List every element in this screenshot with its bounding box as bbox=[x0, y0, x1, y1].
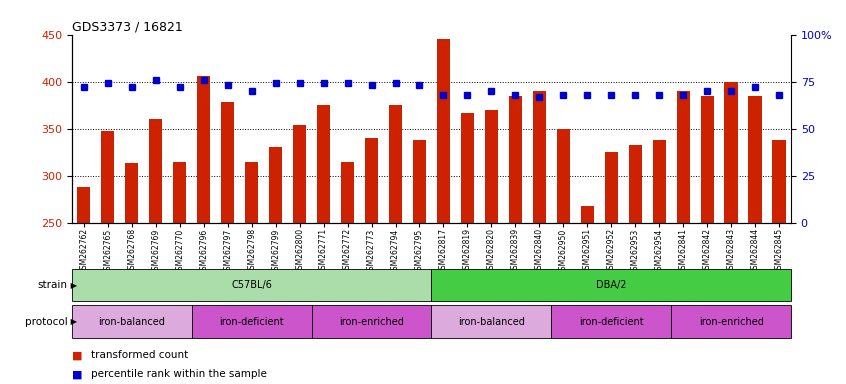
Bar bbox=[389, 105, 402, 223]
Text: strain: strain bbox=[38, 280, 68, 290]
Bar bbox=[221, 102, 234, 223]
Bar bbox=[341, 162, 354, 223]
Bar bbox=[700, 96, 714, 223]
Bar bbox=[431, 269, 791, 301]
Text: transformed count: transformed count bbox=[91, 350, 188, 360]
Bar bbox=[629, 145, 642, 223]
Bar bbox=[365, 138, 378, 223]
Text: GDS3373 / 16821: GDS3373 / 16821 bbox=[72, 20, 183, 33]
Text: C57BL/6: C57BL/6 bbox=[231, 280, 272, 290]
Bar bbox=[245, 162, 258, 223]
Bar bbox=[72, 269, 431, 301]
Bar bbox=[772, 140, 786, 223]
Text: iron-enriched: iron-enriched bbox=[339, 316, 404, 327]
Text: DBA/2: DBA/2 bbox=[596, 280, 627, 290]
Text: protocol: protocol bbox=[25, 316, 68, 327]
Bar bbox=[749, 96, 761, 223]
Bar bbox=[677, 91, 689, 223]
Bar bbox=[311, 305, 431, 338]
Bar bbox=[413, 140, 426, 223]
Text: iron-deficient: iron-deficient bbox=[219, 316, 284, 327]
Bar bbox=[437, 39, 450, 223]
Text: iron-enriched: iron-enriched bbox=[699, 316, 764, 327]
Text: percentile rank within the sample: percentile rank within the sample bbox=[91, 369, 266, 379]
Text: iron-balanced: iron-balanced bbox=[458, 316, 525, 327]
Bar bbox=[485, 110, 498, 223]
Bar bbox=[580, 206, 594, 223]
Bar bbox=[293, 125, 306, 223]
Bar bbox=[149, 119, 162, 223]
Bar bbox=[269, 147, 283, 223]
Bar bbox=[461, 113, 474, 223]
Bar bbox=[173, 162, 186, 223]
Bar bbox=[557, 129, 570, 223]
Text: ▶: ▶ bbox=[68, 317, 77, 326]
Bar bbox=[652, 140, 666, 223]
Bar bbox=[125, 162, 139, 223]
Text: ■: ■ bbox=[72, 369, 82, 379]
Text: ■: ■ bbox=[72, 350, 82, 360]
Bar bbox=[508, 96, 522, 223]
Bar bbox=[431, 305, 552, 338]
Bar bbox=[671, 305, 791, 338]
Text: iron-balanced: iron-balanced bbox=[98, 316, 165, 327]
Bar bbox=[317, 105, 330, 223]
Bar bbox=[102, 131, 114, 223]
Bar bbox=[724, 82, 738, 223]
Text: ▶: ▶ bbox=[68, 281, 77, 290]
Bar bbox=[192, 305, 311, 338]
Text: iron-deficient: iron-deficient bbox=[579, 316, 644, 327]
Bar bbox=[77, 187, 91, 223]
Bar bbox=[72, 305, 192, 338]
Bar bbox=[552, 305, 671, 338]
Bar bbox=[533, 91, 546, 223]
Bar bbox=[605, 152, 618, 223]
Bar bbox=[197, 76, 211, 223]
